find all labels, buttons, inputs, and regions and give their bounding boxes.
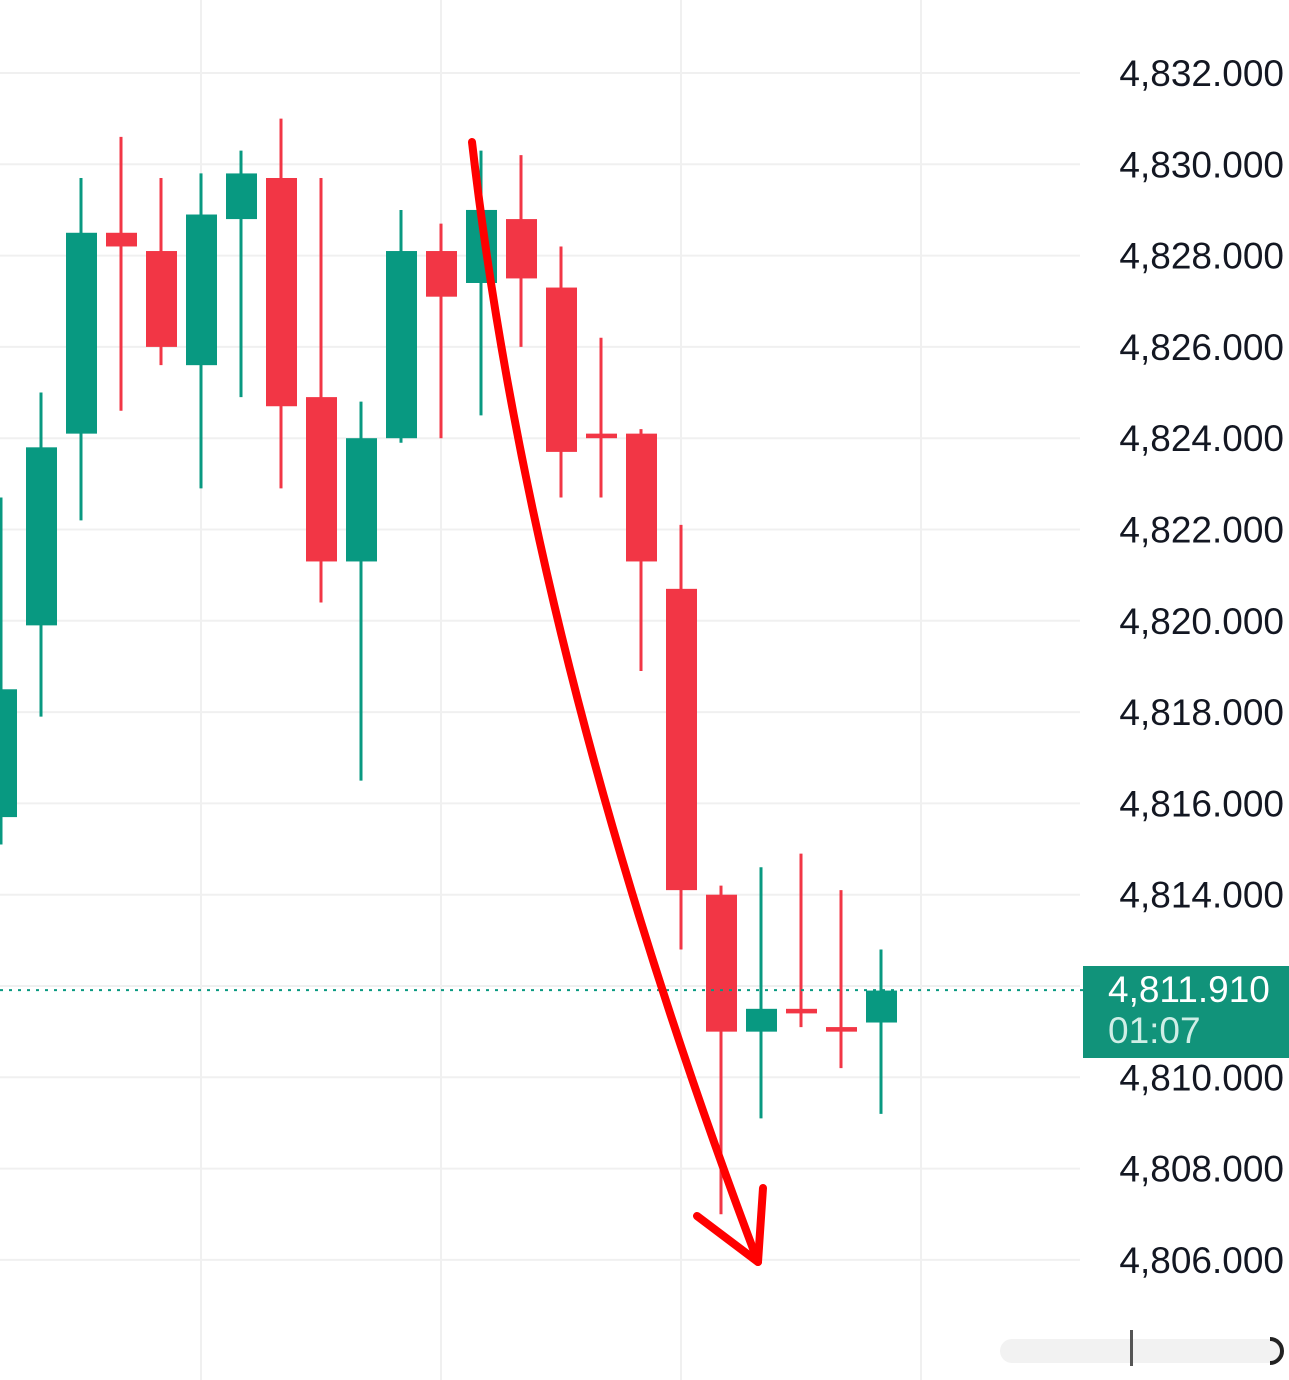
candle xyxy=(346,401,377,781)
candle xyxy=(0,497,17,845)
candle xyxy=(186,173,217,489)
candle xyxy=(666,524,697,950)
candle xyxy=(866,949,897,1114)
price-tick-label: 4,824.000 xyxy=(1119,418,1284,459)
candle xyxy=(586,337,617,498)
candle xyxy=(106,136,137,411)
candle xyxy=(226,150,257,398)
price-tick-label: 4,810.000 xyxy=(1119,1057,1284,1098)
price-tick-label: 4,820.000 xyxy=(1119,601,1284,642)
candle xyxy=(426,223,457,439)
price-tick-label: 4,818.000 xyxy=(1119,692,1284,733)
candle xyxy=(66,177,97,521)
price-tick-label: 4,816.000 xyxy=(1119,783,1284,824)
price-tick-label: 4,806.000 xyxy=(1119,1240,1284,1281)
candle xyxy=(386,209,417,443)
candle xyxy=(146,177,177,366)
price-axis[interactable]: 4,832.000 4,830.000 4,828.000 4,826.000 4,82… xyxy=(1119,53,1284,1281)
countdown-timer: 01:07 xyxy=(1108,1010,1201,1051)
candles xyxy=(0,118,897,1215)
candle xyxy=(506,155,537,347)
candle xyxy=(266,118,297,489)
scroll-handle[interactable] xyxy=(1000,1330,1284,1366)
price-tick-label: 4,828.000 xyxy=(1119,236,1284,277)
price-tick-label: 4,832.000 xyxy=(1119,53,1284,94)
price-tick-label: 4,830.000 xyxy=(1119,144,1284,185)
down-trend-arrow xyxy=(468,138,767,1266)
last-price-value: 4,811.910 xyxy=(1108,969,1270,1010)
last-price-badge: 4,811.910 01:07 xyxy=(1083,966,1289,1058)
candle xyxy=(786,853,817,1028)
price-tick-label: 4,808.000 xyxy=(1119,1149,1284,1190)
price-tick-label: 4,822.000 xyxy=(1119,510,1284,551)
price-tick-label: 4,826.000 xyxy=(1119,327,1284,368)
candle xyxy=(746,867,777,1119)
price-tick-label: 4,814.000 xyxy=(1119,875,1284,916)
candle xyxy=(826,890,857,1069)
candle xyxy=(546,246,577,498)
candle xyxy=(626,429,657,672)
candle xyxy=(26,392,57,717)
candle xyxy=(306,177,337,603)
